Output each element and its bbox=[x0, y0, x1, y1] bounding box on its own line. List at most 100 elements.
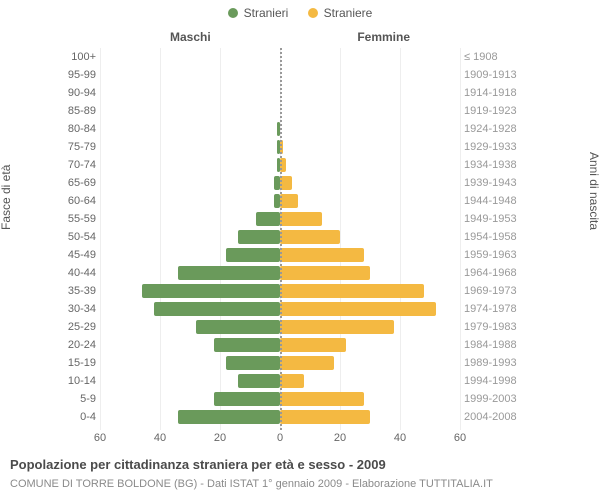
legend-label: Straniere bbox=[324, 6, 373, 20]
birth-year-label: 1959-1963 bbox=[460, 249, 524, 261]
age-row: 100+ ≤ 1908 bbox=[60, 48, 524, 66]
female-half bbox=[280, 84, 460, 102]
female-half bbox=[280, 102, 460, 120]
birth-year-label: 2004-2008 bbox=[460, 411, 524, 423]
female-bar bbox=[280, 248, 364, 262]
age-band-label: 100+ bbox=[60, 51, 100, 63]
age-row: 40-44 1964-1968 bbox=[60, 264, 524, 282]
male-half bbox=[100, 300, 280, 318]
male-half bbox=[100, 192, 280, 210]
age-band-label: 5-9 bbox=[60, 393, 100, 405]
female-half bbox=[280, 228, 460, 246]
age-row: 75-791929-1933 bbox=[60, 138, 524, 156]
age-band-label: 50-54 bbox=[60, 231, 100, 243]
age-band-label: 15-19 bbox=[60, 357, 100, 369]
male-bar bbox=[178, 410, 280, 424]
birth-year-label: 1934-1938 bbox=[460, 159, 524, 171]
age-row: 25-291979-1983 bbox=[60, 318, 524, 336]
population-pyramid-chart: Stranieri Straniere Maschi Femmine Fasce… bbox=[0, 0, 600, 500]
age-band-label: 35-39 bbox=[60, 285, 100, 297]
birth-year-label: 1984-1988 bbox=[460, 339, 524, 351]
male-half bbox=[100, 84, 280, 102]
male-half bbox=[100, 372, 280, 390]
female-half bbox=[280, 408, 460, 426]
male-half bbox=[100, 138, 280, 156]
y-axis-label-right: Anni di nascita bbox=[587, 152, 600, 230]
male-half bbox=[100, 246, 280, 264]
age-row: 15-191989-1993 bbox=[60, 354, 524, 372]
female-bar bbox=[280, 284, 424, 298]
male-half bbox=[100, 156, 280, 174]
age-row: 90-941914-1918 bbox=[60, 84, 524, 102]
age-row: 50-54 1954-1958 bbox=[60, 228, 524, 246]
birth-year-label: 1929-1933 bbox=[460, 141, 524, 153]
female-half bbox=[280, 354, 460, 372]
x-tick-label: 60 bbox=[454, 432, 466, 444]
age-row: 5-91999-2003 bbox=[60, 390, 524, 408]
chart-rows: 100+≤ 190895-991909-191390-941914-191885… bbox=[60, 48, 524, 430]
age-band-label: 55-59 bbox=[60, 213, 100, 225]
male-bar bbox=[256, 212, 280, 226]
female-half bbox=[280, 246, 460, 264]
male-bar bbox=[154, 302, 280, 316]
age-row: 20-24 1984-1988 bbox=[60, 336, 524, 354]
female-half bbox=[280, 336, 460, 354]
female-half bbox=[280, 372, 460, 390]
chart-subtitle: COMUNE DI TORRE BOLDONE (BG) - Dati ISTA… bbox=[10, 478, 493, 490]
female-half bbox=[280, 300, 460, 318]
birth-year-label: 1964-1968 bbox=[460, 267, 524, 279]
female-half bbox=[280, 138, 460, 156]
birth-year-label: ≤ 1908 bbox=[460, 51, 524, 63]
male-bar bbox=[226, 248, 280, 262]
age-band-label: 70-74 bbox=[60, 159, 100, 171]
x-tick-label: 0 bbox=[277, 432, 283, 444]
age-band-label: 95-99 bbox=[60, 69, 100, 81]
y-axis-label-left: Fasce di età bbox=[0, 165, 13, 230]
age-row: 70-74 1934-1938 bbox=[60, 156, 524, 174]
age-row: 55-591949-1953 bbox=[60, 210, 524, 228]
chart-title: Popolazione per cittadinanza straniera p… bbox=[10, 457, 386, 472]
female-bar bbox=[280, 302, 436, 316]
age-band-label: 40-44 bbox=[60, 267, 100, 279]
birth-year-label: 1994-1998 bbox=[460, 375, 524, 387]
x-tick-label: 20 bbox=[214, 432, 226, 444]
male-bar bbox=[238, 374, 280, 388]
birth-year-label: 1979-1983 bbox=[460, 321, 524, 333]
age-band-label: 0-4 bbox=[60, 411, 100, 423]
age-band-label: 30-34 bbox=[60, 303, 100, 315]
age-row: 80-84 1924-1928 bbox=[60, 120, 524, 138]
age-band-label: 65-69 bbox=[60, 177, 100, 189]
birth-year-label: 1919-1923 bbox=[460, 105, 524, 117]
female-half bbox=[280, 174, 460, 192]
male-bar bbox=[226, 356, 280, 370]
age-band-label: 85-89 bbox=[60, 105, 100, 117]
birth-year-label: 1954-1958 bbox=[460, 231, 524, 243]
male-half bbox=[100, 228, 280, 246]
age-band-label: 90-94 bbox=[60, 87, 100, 99]
birth-year-label: 1909-1913 bbox=[460, 69, 524, 81]
age-row: 65-691939-1943 bbox=[60, 174, 524, 192]
age-band-label: 20-24 bbox=[60, 339, 100, 351]
female-bar bbox=[280, 374, 304, 388]
age-row: 60-641944-1948 bbox=[60, 192, 524, 210]
male-half bbox=[100, 354, 280, 372]
female-bar bbox=[280, 266, 370, 280]
female-bar bbox=[280, 392, 364, 406]
age-row: 85-89 1919-1923 bbox=[60, 102, 524, 120]
age-row: 0-4 2004-2008 bbox=[60, 408, 524, 426]
x-axis-ticks: 6040200204060 bbox=[100, 432, 460, 448]
age-band-label: 80-84 bbox=[60, 123, 100, 135]
birth-year-label: 1924-1928 bbox=[460, 123, 524, 135]
male-bar bbox=[214, 338, 280, 352]
female-bar bbox=[280, 230, 340, 244]
female-half bbox=[280, 66, 460, 84]
male-half bbox=[100, 336, 280, 354]
male-bar bbox=[142, 284, 280, 298]
male-half bbox=[100, 264, 280, 282]
female-half bbox=[280, 210, 460, 228]
male-half bbox=[100, 66, 280, 84]
female-half bbox=[280, 120, 460, 138]
age-band-label: 10-14 bbox=[60, 375, 100, 387]
female-half bbox=[280, 390, 460, 408]
birth-year-label: 1974-1978 bbox=[460, 303, 524, 315]
